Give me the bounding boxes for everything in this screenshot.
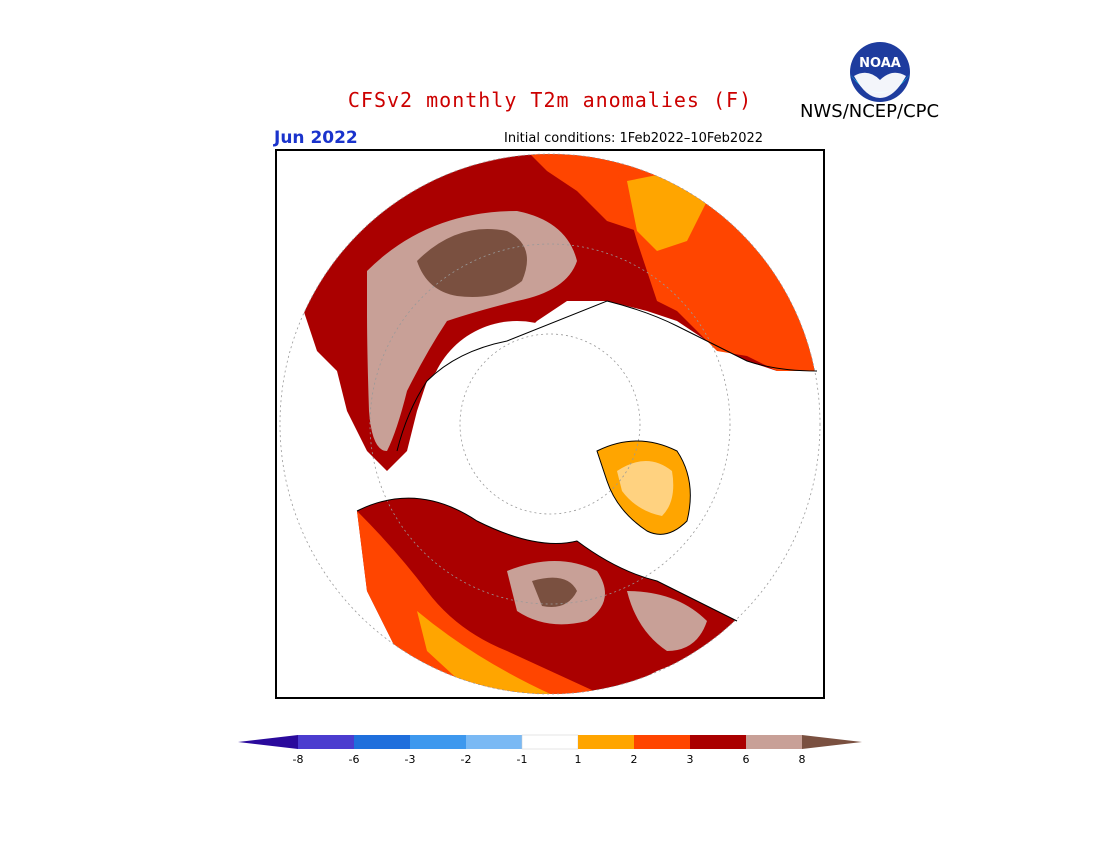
colorbar-bin-3 xyxy=(410,735,466,749)
latitude-circle-outer xyxy=(369,243,731,605)
colorbar-bin-8 xyxy=(690,735,746,749)
colorbar-label: 1 xyxy=(574,753,582,766)
colorbar-bin-1 xyxy=(298,735,354,749)
colorbar-label: -3 xyxy=(404,753,416,766)
map-boundary xyxy=(279,153,821,695)
map-title: CFSv2 monthly T2m anomalies (F) xyxy=(347,88,753,112)
colorbar-label: 3 xyxy=(686,753,694,766)
colorbar-bin-9 xyxy=(746,735,802,749)
colorbar-label: -8 xyxy=(292,753,304,766)
colorbar xyxy=(238,734,862,750)
colorbar-bin-6 xyxy=(578,735,634,749)
colorbar-bin-7 xyxy=(634,735,690,749)
noaa-logo: NOAA xyxy=(850,42,910,102)
anomaly-region-greenland-white xyxy=(617,461,674,516)
polar-map xyxy=(275,149,825,699)
anomaly-region-hudson-tan xyxy=(627,591,707,651)
initial-conditions: Initial conditions: 1Feb2022–10Feb2022 xyxy=(504,131,764,146)
colorbar-bin-5 xyxy=(521,734,579,750)
colorbar-arrow-right xyxy=(802,735,862,749)
polar-map-canvas xyxy=(279,153,821,695)
colorbar-bin-2 xyxy=(354,735,410,749)
arctic-ocean xyxy=(427,321,607,501)
colorbar-label: -6 xyxy=(348,753,360,766)
anomaly-region-canada-brown xyxy=(532,577,577,607)
noaa-logo-text: NOAA xyxy=(859,56,901,71)
colorbar-label: -2 xyxy=(460,753,472,766)
colorbar-label: -1 xyxy=(516,753,528,766)
colorbar-label: 6 xyxy=(742,753,750,766)
colorbar-label: 2 xyxy=(630,753,638,766)
colorbar-label: 8 xyxy=(798,753,806,766)
agency-label: NWS/NCEP/CPC xyxy=(800,101,940,122)
coastlines xyxy=(356,300,818,622)
colorbar-bin-4 xyxy=(466,735,522,749)
forecast-month: Jun 2022 xyxy=(274,128,358,148)
anomaly-region-na-red xyxy=(357,511,607,694)
latitude-circle-inner xyxy=(459,333,641,515)
anomaly-region-na-orange xyxy=(417,611,557,694)
anomaly-region-eurasia-brown xyxy=(417,229,527,297)
colorbar-arrow-left xyxy=(238,735,298,749)
